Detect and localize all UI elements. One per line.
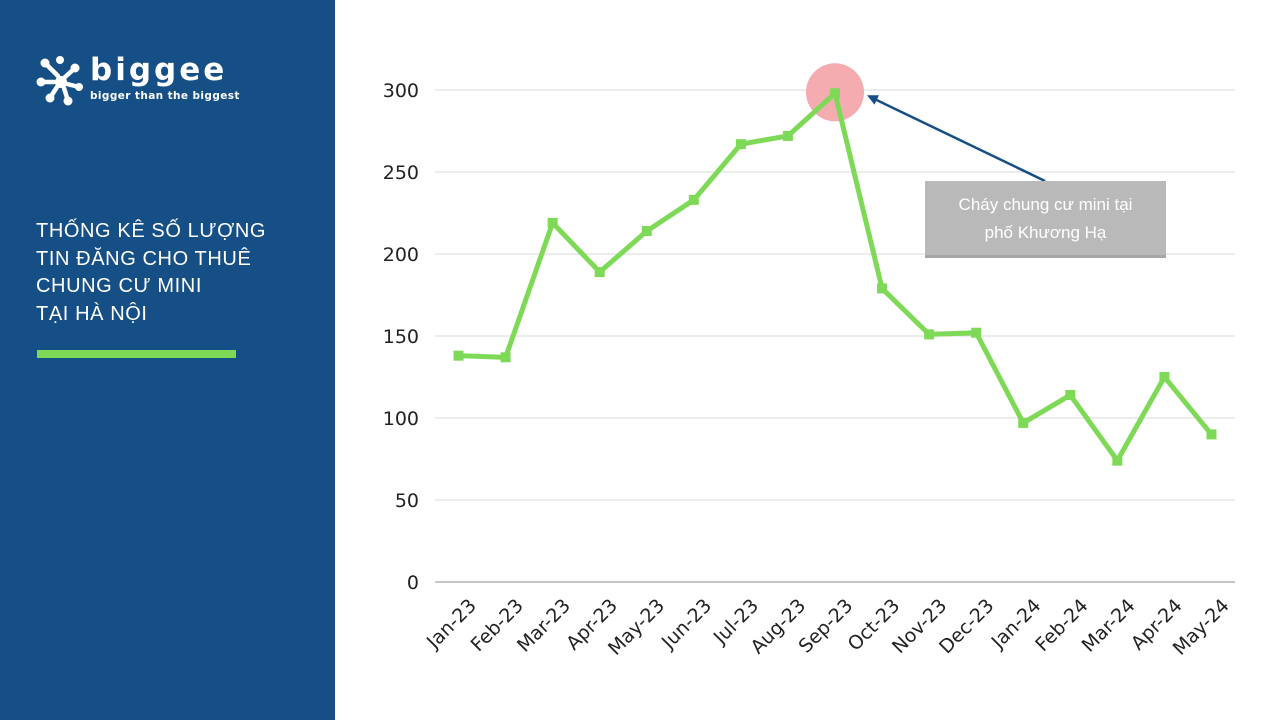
page-title: THỐNG KÊ SỐ LƯỢNG TIN ĐĂNG CHO THUÊ CHUN… — [36, 218, 326, 328]
title-line: TIN ĐĂNG CHO THUÊ — [36, 247, 252, 270]
y-tick-label: 100 — [383, 408, 419, 430]
y-tick-label: 200 — [383, 244, 419, 266]
data-point — [641, 226, 652, 237]
y-tick-label: 150 — [383, 326, 419, 348]
sidebar: biggee bigger than the biggest THỐNG KÊ … — [0, 0, 335, 720]
data-point — [924, 329, 935, 340]
y-tick-label: 0 — [407, 572, 419, 594]
biggee-logo-mark-icon — [36, 56, 83, 106]
title-line: TẠI HÀ NỘI — [36, 302, 148, 325]
annotation-arrow — [872, 97, 1046, 183]
line-chart-svg: 050100150200250300Jan-23Feb-23Mar-23Apr-… — [383, 63, 1235, 660]
accent-underline — [37, 350, 236, 358]
annotation-line: phố Khương Hạ — [984, 223, 1107, 242]
brand-logo: biggee bigger than the biggest — [34, 52, 294, 110]
x-tick-label: Jun-23 — [657, 595, 716, 654]
data-point — [1206, 429, 1217, 440]
data-point — [688, 194, 699, 205]
title-line: THỐNG KÊ SỐ LƯỢNG — [36, 220, 267, 242]
data-point — [500, 352, 511, 363]
brand-name: biggee — [90, 52, 228, 88]
y-tick-label: 300 — [383, 80, 419, 102]
y-tick-label: 50 — [395, 490, 419, 512]
data-point — [782, 130, 793, 141]
brand-tagline: bigger than the biggest — [90, 90, 240, 102]
x-tick-label: Mar-24 — [1078, 595, 1140, 657]
data-point — [1018, 417, 1029, 428]
line-chart: 0 50 100 150 200 250 300 Jan-23 Feb-23 Mar-23 Apr-… — [335, 0, 1280, 720]
series-line — [458, 90, 1214, 464]
annotation-box: Cháy chung cư mini tại phố Khương Hạ — [925, 181, 1166, 258]
data-point — [877, 283, 888, 294]
x-tick-label: Mar-23 — [513, 595, 575, 657]
title-line: CHUNG CƯ MINI — [36, 275, 202, 297]
data-point — [453, 350, 464, 361]
data-point — [1159, 372, 1170, 382]
data-point — [594, 267, 605, 278]
data-point — [971, 327, 982, 338]
annotation-arrowhead — [867, 95, 879, 105]
data-point — [547, 217, 558, 228]
y-tick-label: 250 — [383, 162, 419, 184]
data-point — [830, 88, 840, 99]
data-point — [1112, 455, 1123, 466]
annotation-line: Cháy chung cư mini tại — [958, 195, 1133, 214]
data-point — [735, 139, 746, 150]
data-point — [1065, 390, 1076, 401]
